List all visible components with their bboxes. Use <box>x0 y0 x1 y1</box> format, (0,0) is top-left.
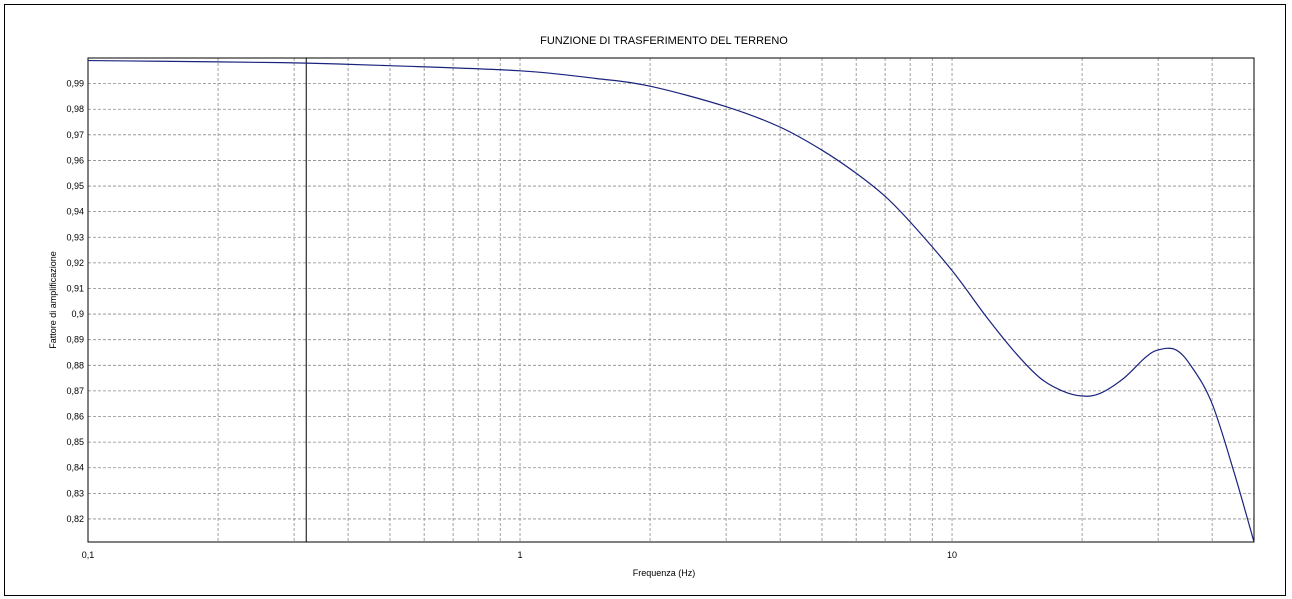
y-tick-label: 0,88 <box>66 360 84 370</box>
y-tick-label: 0,83 <box>66 488 84 498</box>
y-tick-label: 0,89 <box>66 335 84 345</box>
y-tick-label: 0,87 <box>66 386 84 396</box>
plot-area <box>87 57 1255 543</box>
y-axis-ticks: 0,99 0,98 0,97 0,96 0,95 0,94 0,93 0,92 0,91 0,9 0… <box>66 79 84 524</box>
series-line <box>87 59 1255 543</box>
y-tick-label: 0,99 <box>66 79 84 89</box>
y-tick-label: 0,92 <box>66 258 84 268</box>
x-axis-label: Frequenza (Hz) <box>633 568 696 578</box>
x-axis-ticks: 0,1 1 10 <box>82 550 957 560</box>
x-tick-label: 0,1 <box>82 550 95 560</box>
y-tick-label: 0,97 <box>66 130 84 140</box>
y-tick-label: 0,84 <box>66 463 84 473</box>
y-tick-label: 0,82 <box>66 514 84 524</box>
y-tick-label: 0,96 <box>66 155 84 165</box>
y-tick-label: 0,9 <box>71 309 84 319</box>
x-tick-label: 10 <box>947 550 957 560</box>
y-axis-label: Fattore di amplificazione <box>48 251 58 349</box>
x-tick-label: 1 <box>518 550 523 560</box>
chart-title: FUNZIONE DI TRASFERIMENTO DEL TERRENO <box>540 35 788 47</box>
y-tick-label: 0,86 <box>66 412 84 422</box>
y-tick-label: 0,95 <box>66 181 84 191</box>
y-tick-label: 0,93 <box>66 232 84 242</box>
y-tick-label: 0,98 <box>66 104 84 114</box>
y-tick-label: 0,85 <box>66 437 84 447</box>
y-tick-label: 0,94 <box>66 207 84 217</box>
grid-layer <box>88 58 1255 542</box>
y-tick-label: 0,91 <box>66 283 84 293</box>
